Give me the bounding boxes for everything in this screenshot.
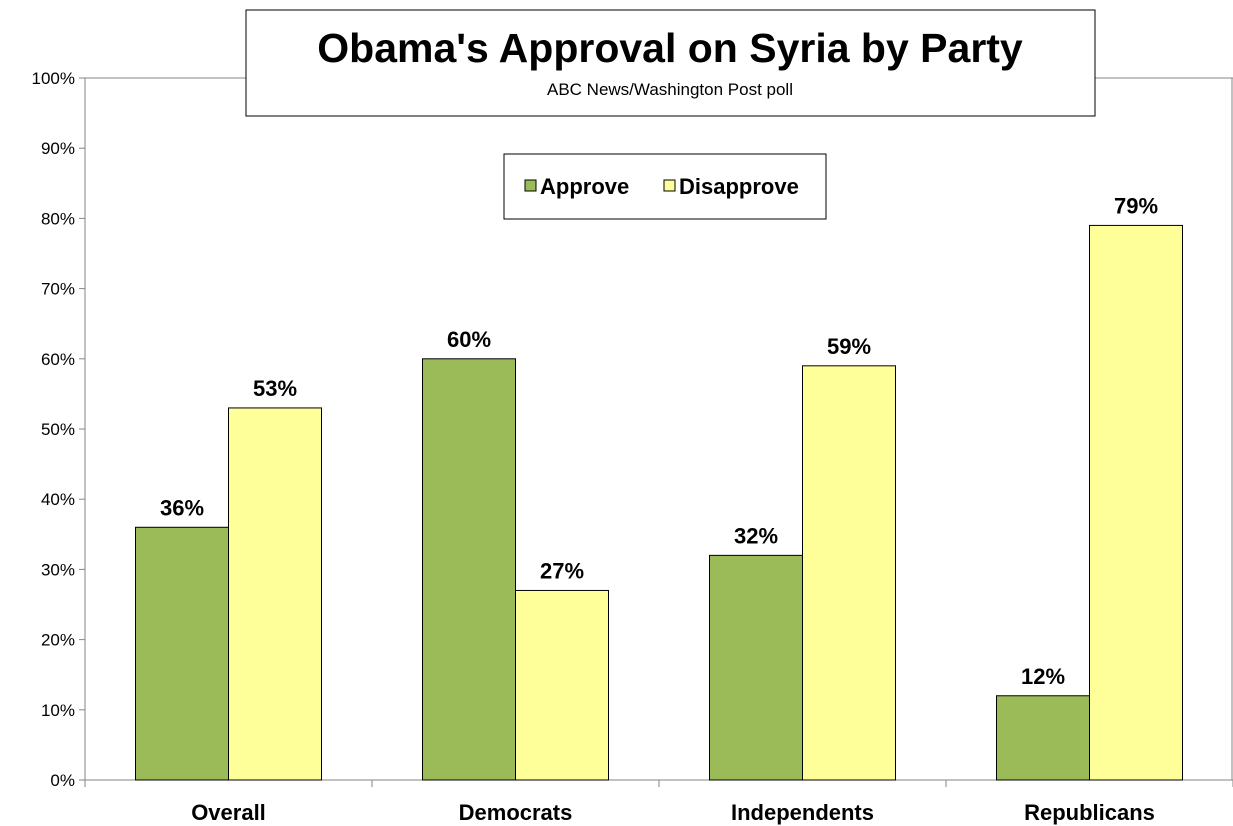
data-label: 12% (1021, 664, 1065, 689)
y-tick-label: 40% (41, 490, 75, 509)
bars (135, 224, 1183, 781)
data-label: 53% (253, 376, 297, 401)
data-label: 59% (827, 334, 871, 359)
legend-swatch-disapprove (663, 179, 676, 192)
bar-disapprove-republicans (1089, 224, 1183, 781)
data-label: 79% (1114, 193, 1158, 218)
y-tick-label: 20% (41, 631, 75, 650)
bar-disapprove-independents (802, 365, 896, 781)
y-tick-label: 0% (50, 771, 75, 790)
bar-approve-overall (135, 526, 229, 781)
chart-title: Obama's Approval on Syria by Party (317, 25, 1023, 71)
legend-label-disapprove: Disapprove (679, 174, 799, 199)
bar-disapprove-democrats (515, 589, 609, 781)
data-label: 32% (734, 523, 778, 548)
y-tick-label: 90% (41, 139, 75, 158)
legend: Approve Disapprove (503, 153, 827, 220)
y-tick-label: 70% (41, 280, 75, 299)
category-label: Independents (731, 800, 874, 825)
bar-disapprove-overall (228, 407, 322, 781)
category-label: Republicans (1024, 800, 1155, 825)
data-label: 27% (540, 558, 584, 583)
y-tick-label: 60% (41, 350, 75, 369)
y-tick-label: 80% (41, 209, 75, 228)
y-tick-label: 50% (41, 420, 75, 439)
bar-approve-republicans (996, 695, 1090, 781)
data-labels: 36% 53% 60% 27% 32% 59% 12% 79% (160, 193, 1158, 688)
bar-approve-independents (709, 554, 803, 781)
y-tick-label: 10% (41, 701, 75, 720)
y-tick-label: 30% (41, 560, 75, 579)
y-axis: 0% 10% 20% 30% 40% 50% 60% 70% 80% 90% 100% (32, 69, 86, 790)
category-label: Overall (191, 800, 266, 825)
data-label: 60% (447, 327, 491, 352)
bar-approve-democrats (422, 358, 516, 781)
x-axis (84, 779, 1233, 787)
y-tick-label: 100% (32, 69, 75, 88)
title-box: Obama's Approval on Syria by Party ABC N… (245, 9, 1096, 117)
category-label: Democrats (459, 800, 573, 825)
legend-swatch-approve (524, 179, 537, 192)
category-labels: Overall Democrats Independents Republicans (191, 800, 1155, 825)
chart-subtitle: ABC News/Washington Post poll (547, 80, 793, 99)
data-label: 36% (160, 495, 204, 520)
legend-label-approve: Approve (540, 174, 629, 199)
